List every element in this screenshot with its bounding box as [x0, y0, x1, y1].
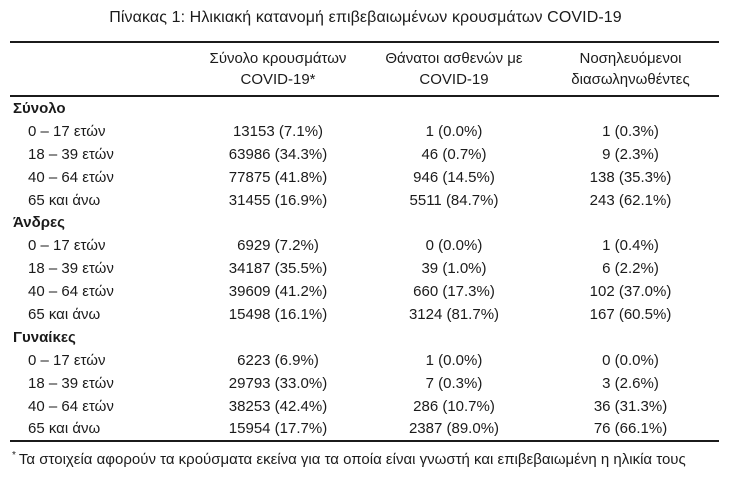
age-group-label: 65 και άνω: [28, 305, 101, 323]
data-row: 18 – 39 ετών 63986 (34.3%) 46 (0.7%) 9 (2.3…: [10, 143, 719, 166]
intubated-value: 6 (2.2%): [602, 260, 659, 278]
column-header-intubated: Νοσηλευόμενοι διασωληνωθέντες: [542, 42, 719, 96]
deaths-value: 39 (1.0%): [421, 260, 487, 278]
column-header-line: Σύνολο κρουσμάτων: [209, 50, 347, 67]
data-row: 0 – 17 ετών 6223 (6.9%) 1 (0.0%) 0 (0.0%): [10, 349, 719, 372]
data-row: 0 – 17 ετών 6929 (7.2%) 0 (0.0%) 1 (0.4%): [10, 234, 719, 257]
column-header-line: διασωληνωθέντες: [571, 71, 690, 88]
intubated-value: 138 (35.3%): [589, 168, 672, 186]
table-body: Σύνολο 0 – 17 ετών 13153 (7.1%) 1 (0.0%) 1 (…: [10, 96, 719, 441]
column-header-deaths: Θάνατοι ασθενών με COVID-19: [366, 42, 542, 96]
data-row: 40 – 64 ετών 77875 (41.8%) 946 (14.5%) 138 …: [10, 166, 719, 189]
section-label: Σύνολο: [13, 99, 66, 117]
section-label: Άνδρες: [13, 214, 65, 232]
data-row: 40 – 64 ετών 39609 (41.2%) 660 (17.3%) 102 …: [10, 280, 719, 303]
age-group-label: 0 – 17 ετών: [28, 237, 106, 255]
total-cases-value: 31455 (16.9%): [228, 191, 328, 209]
total-cases-value: 38253 (42.4%): [228, 397, 328, 415]
deaths-value: 7 (0.3%): [425, 374, 483, 392]
intubated-value: 1 (0.3%): [602, 122, 659, 140]
total-cases-value: 15498 (16.1%): [228, 305, 328, 323]
total-cases-value: 34187 (35.5%): [228, 260, 328, 278]
total-cases-value: 77875 (41.8%): [228, 168, 328, 186]
deaths-value: 2387 (89.0%): [408, 420, 500, 438]
intubated-value: 1 (0.4%): [602, 237, 659, 255]
deaths-value: 286 (10.7%): [413, 397, 495, 415]
age-group-label: 40 – 64 ετών: [28, 397, 114, 415]
total-cases-value: 6929 (7.2%): [237, 237, 319, 255]
age-group-label: 65 και άνω: [28, 420, 101, 438]
column-header-line: COVID-19: [419, 71, 489, 88]
data-row: 0 – 17 ετών 13153 (7.1%) 1 (0.0%) 1 (0.3%): [10, 120, 719, 143]
intubated-value: 3 (2.6%): [602, 374, 659, 392]
section-header-row: Άνδρες: [10, 211, 719, 234]
intubated-value: 9 (2.3%): [602, 145, 659, 163]
deaths-value: 3124 (81.7%): [408, 305, 500, 323]
footnote-text: Τα στοιχεία αφορούν τα κρούσματα εκείνα …: [18, 451, 686, 469]
data-row: 18 – 39 ετών 29793 (33.0%) 7 (0.3%) 3 (2.6%…: [10, 372, 719, 395]
deaths-value: 46 (0.7%): [421, 145, 487, 163]
intubated-value: 36 (31.3%): [593, 397, 668, 415]
footnote-asterisk: *: [12, 450, 16, 462]
data-row: 65 και άνω 15498 (16.1%) 3124 (81.7%) 167 (…: [10, 303, 719, 326]
age-group-label: 0 – 17 ετών: [28, 122, 106, 140]
age-group-label: 40 – 64 ετών: [28, 168, 114, 186]
covid-age-table: Σύνολο κρουσμάτων COVID-19* Θάνατοι ασθε…: [10, 41, 719, 443]
intubated-value: 76 (66.1%): [593, 420, 668, 438]
total-cases-value: 39609 (41.2%): [228, 283, 328, 301]
section-label: Γυναίκες: [13, 328, 76, 346]
deaths-value: 946 (14.5%): [413, 168, 495, 186]
column-header-line: Νοσηλευόμενοι: [579, 50, 682, 67]
column-header-line: COVID-19*: [240, 71, 316, 88]
data-row: 40 – 64 ετών 38253 (42.4%) 286 (10.7%) 36 (…: [10, 395, 719, 418]
intubated-value: 102 (37.0%): [589, 283, 672, 301]
age-group-label: 18 – 39 ετών: [28, 260, 114, 278]
intubated-value: 0 (0.0%): [602, 351, 659, 369]
total-cases-value: 29793 (33.0%): [228, 374, 328, 392]
empty-header-cell: [10, 42, 190, 96]
age-group-label: 18 – 39 ετών: [28, 374, 114, 392]
data-row: 65 και άνω 15954 (17.7%) 2387 (89.0%) 76 (6…: [10, 417, 719, 441]
column-header-total-cases: Σύνολο κρουσμάτων COVID-19*: [190, 42, 366, 96]
age-group-label: 18 – 39 ετών: [28, 145, 114, 163]
deaths-value: 5511 (84.7%): [409, 191, 499, 209]
data-row: 18 – 39 ετών 34187 (35.5%) 39 (1.0%) 6 (2.2…: [10, 257, 719, 280]
header-row: Σύνολο κρουσμάτων COVID-19* Θάνατοι ασθε…: [10, 42, 719, 96]
deaths-value: 0 (0.0%): [425, 237, 483, 255]
deaths-value: 1 (0.0%): [425, 351, 483, 369]
age-group-label: 65 και άνω: [28, 191, 101, 209]
section-header-row: Σύνολο: [10, 96, 719, 120]
table-header: Σύνολο κρουσμάτων COVID-19* Θάνατοι ασθε…: [10, 42, 719, 96]
data-row: 65 και άνω 31455 (16.9%) 5511 (84.7%) 243 (…: [10, 189, 719, 212]
section-header-row: Γυναίκες: [10, 326, 719, 349]
age-group-label: 40 – 64 ετών: [28, 283, 114, 301]
total-cases-value: 63986 (34.3%): [228, 145, 328, 163]
total-cases-value: 13153 (7.1%): [232, 122, 324, 140]
table-title: Πίνακας 1: Ηλικιακή κατανομή επιβεβαιωμέ…: [109, 9, 622, 26]
total-cases-value: 15954 (17.7%): [228, 420, 328, 438]
table-footnote: * Τα στοιχεία αφορούν τα κρούσματα εκείνα…: [12, 446, 720, 469]
deaths-value: 660 (17.3%): [413, 283, 495, 301]
intubated-value: 243 (62.1%): [589, 191, 672, 209]
intubated-value: 167 (60.5%): [589, 305, 672, 323]
total-cases-value: 6223 (6.9%): [237, 351, 319, 369]
age-group-label: 0 – 17 ετών: [28, 351, 106, 369]
deaths-value: 1 (0.0%): [425, 122, 483, 140]
column-header-line: Θάνατοι ασθενών με: [385, 50, 523, 67]
